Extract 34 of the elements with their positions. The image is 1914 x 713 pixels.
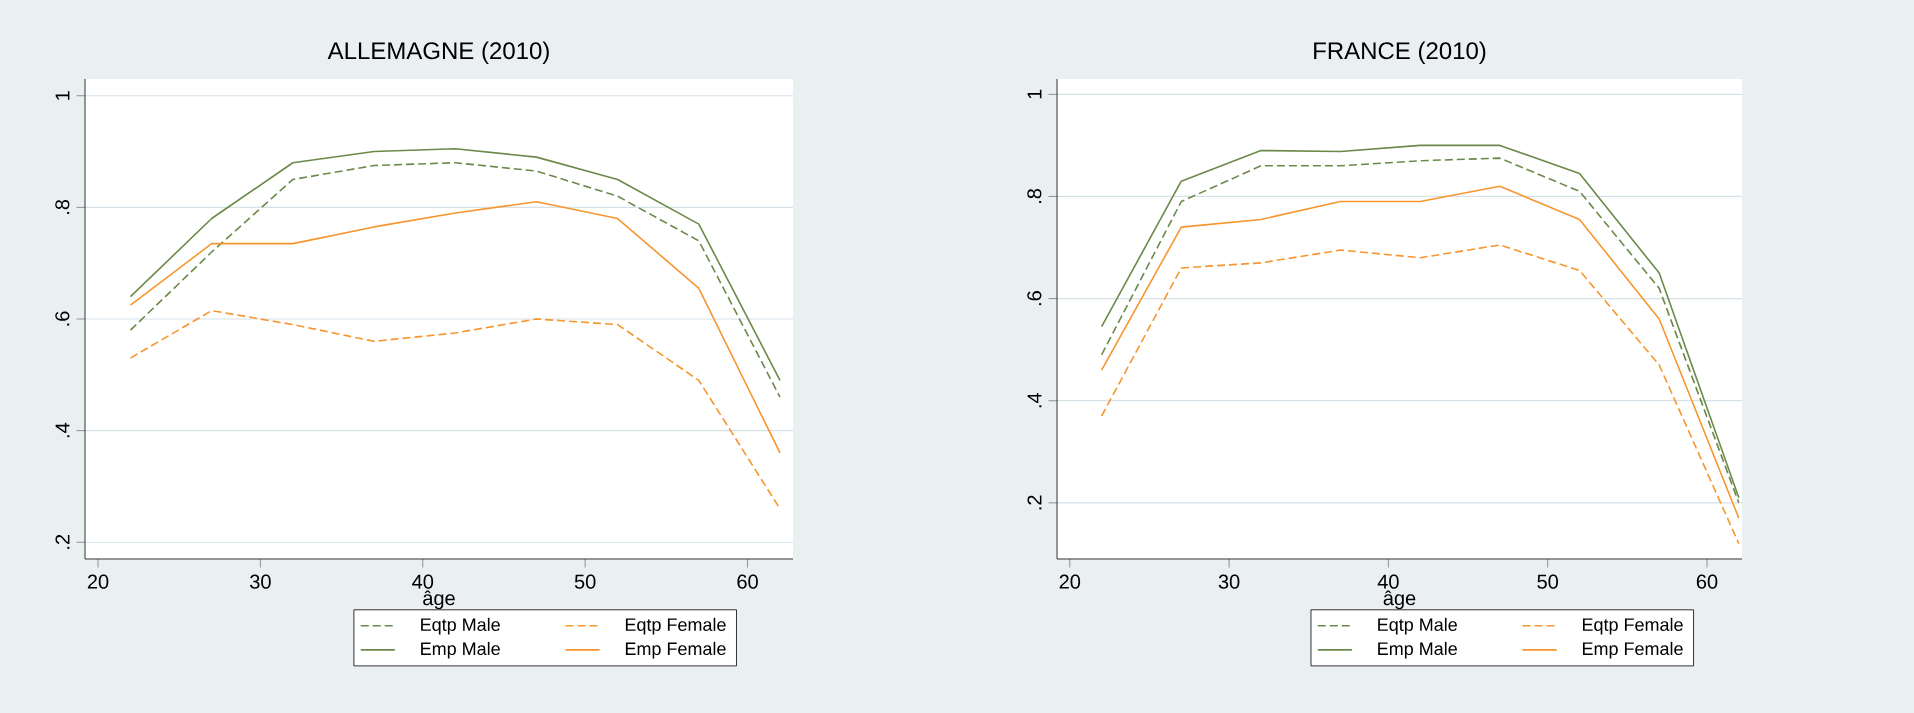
y-tick-label: .2 — [55, 534, 70, 549]
line-series — [129, 200, 781, 454]
legend-label: Emp Male — [421, 641, 500, 659]
y-tick-label: .8 — [55, 199, 70, 214]
x-tick-label: 40 — [1377, 574, 1399, 589]
y-tick-label: .6 — [1027, 291, 1042, 306]
x-tick-label: 30 — [250, 574, 271, 589]
chart-title: ALLEMAGNE (2010) — [327, 41, 549, 64]
legend-label: Eqtp Female — [625, 617, 726, 635]
y-tick-label: 1 — [1027, 89, 1042, 99]
legend-label: Emp Male — [1378, 641, 1457, 659]
x-tick-label: 60 — [737, 574, 758, 589]
y-tick-label: 1 — [55, 91, 70, 100]
x-tick-label: 20 — [87, 574, 109, 589]
x-tick-label: 50 — [1537, 574, 1559, 589]
legend-label: Emp Female — [1582, 641, 1683, 659]
legend-label: Eqtp Male — [1378, 617, 1457, 635]
x-axis-title: âge — [1383, 590, 1416, 610]
legend-label: Eqtp Male — [421, 617, 500, 635]
x-tick-label: 40 — [412, 574, 434, 589]
chart-title: FRANCE (2010) — [1314, 41, 1486, 64]
line-series — [1100, 244, 1740, 545]
y-tick-label: .8 — [1027, 188, 1042, 203]
legend-label: Emp Female — [625, 641, 726, 659]
x-tick-label: 60 — [1696, 574, 1718, 589]
y-tick-label: .2 — [1027, 495, 1042, 510]
y-tick-label: .6 — [55, 311, 70, 326]
legend-label: Eqtp Female — [1582, 617, 1683, 635]
y-tick-label: .4 — [1027, 392, 1042, 408]
x-tick-label: 30 — [1218, 574, 1240, 589]
x-tick-label: 50 — [574, 574, 596, 589]
x-tick-label: 20 — [1059, 574, 1081, 589]
x-axis-title: âge — [423, 590, 455, 610]
y-tick-label: .4 — [55, 422, 70, 438]
